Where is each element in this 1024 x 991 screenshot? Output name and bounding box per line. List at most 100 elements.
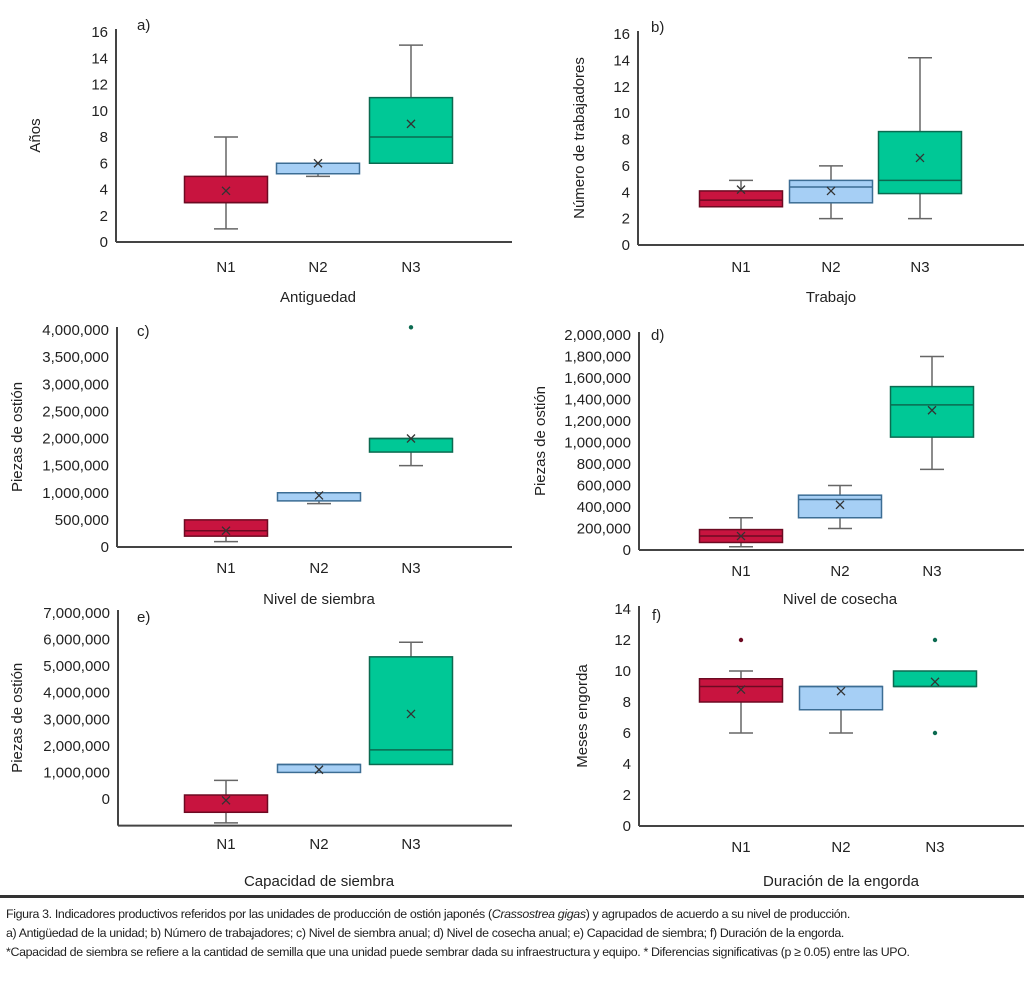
mean-marker	[221, 526, 231, 536]
y-tick-label: 1,200,000	[564, 413, 631, 430]
iqr-box	[889, 385, 975, 438]
box-n1	[183, 519, 269, 543]
y-tick-label: 0	[623, 818, 631, 835]
mean-marker	[314, 765, 324, 775]
mean-marker	[826, 186, 836, 196]
caption-text: Indicadores productivos referidos por la…	[51, 907, 492, 921]
panel-label: f)	[652, 607, 661, 624]
mean-marker	[915, 153, 925, 163]
y-tick-label: 1,000,000	[42, 485, 109, 502]
y-tick-label: 12	[91, 77, 108, 94]
mean-marker	[221, 186, 231, 196]
x-tick-label-n3: N3	[922, 563, 941, 580]
mean-marker	[406, 434, 416, 443]
mean-marker	[927, 405, 937, 415]
y-axis-label: Piezas de ostión	[9, 663, 26, 773]
x-tick-label-n1: N1	[216, 836, 235, 853]
iqr-box	[877, 130, 963, 195]
y-tick-label: 2,000,000	[564, 327, 631, 344]
box-n3	[368, 325, 454, 467]
caption-line-2: a) Antigüedad de la unidad; b) Número de…	[6, 926, 845, 940]
outlier-point	[932, 730, 938, 736]
mean-marker	[930, 677, 940, 687]
y-tick-label: 8	[623, 694, 631, 711]
box-n1	[698, 517, 784, 548]
y-tick-label: 10	[91, 103, 108, 120]
y-tick-label: 0	[622, 237, 630, 254]
panel-d: 0 200,000 400,000 600,000 800,000 1,000,000 1,…	[532, 327, 1024, 608]
y-tick-label: 1,500,000	[42, 458, 109, 475]
y-tick-label: 1,000,000	[43, 764, 110, 781]
y-tick-label: 600,000	[577, 478, 631, 495]
y-axis-label: Años	[27, 118, 44, 152]
caption-line-3: *Capacidad de siembra se refiere a la ca…	[6, 945, 910, 959]
outlier-point	[738, 637, 744, 643]
y-tick-label: 1,000,000	[564, 435, 631, 452]
panel-a: 0 2 4 6 8 10 12 14 16 a) Años Antiguedad N1 N2 N3	[27, 17, 512, 306]
iqr-box	[368, 656, 454, 766]
panel-label: e)	[137, 609, 150, 626]
iqr-box	[368, 437, 454, 453]
x-tick-label-n1: N1	[731, 259, 750, 276]
outlier-point	[932, 637, 938, 643]
y-tick-label: 2	[622, 211, 630, 228]
species-name: Crassostrea gigas	[491, 907, 586, 921]
mean-marker	[406, 119, 416, 129]
y-axis-label: Piezas de ostión	[532, 386, 549, 496]
box-n1	[183, 136, 269, 230]
x-axis-label: Capacidad de siembra	[244, 873, 395, 890]
box-n3	[889, 355, 975, 471]
x-axis-label: Antiguedad	[280, 289, 356, 306]
mean-marker	[736, 685, 746, 695]
figure-boxplots: 0 2 4 6 8 10 12 14 16 a) Años Antiguedad N1 N2 N3 0 2 4 6 8…	[9, 17, 1024, 890]
y-tick-label: 1,400,000	[564, 392, 631, 409]
mean-marker	[314, 491, 324, 500]
y-tick-label: 14	[91, 50, 108, 67]
x-axis-label: Nivel de siembra	[263, 591, 375, 608]
box-n1	[183, 779, 269, 824]
panel-label: c)	[137, 323, 150, 340]
iqr-box	[892, 670, 978, 688]
panel-label: a)	[137, 17, 150, 34]
iqr-box	[183, 519, 269, 537]
x-axis-label: Trabajo	[806, 289, 856, 306]
y-tick-label: 0	[100, 234, 108, 251]
y-tick-label: 3,500,000	[42, 349, 109, 366]
y-tick-label: 200,000	[577, 521, 631, 538]
iqr-box	[183, 175, 269, 204]
panel-e: 0 1,000,000 2,000,000 3,000,000 4,000,000 5,0…	[9, 605, 512, 890]
x-tick-label-n1: N1	[216, 560, 235, 577]
x-tick-label-n3: N3	[401, 259, 420, 276]
mean-marker	[835, 500, 845, 510]
panel-c: 0 500,000 1,000,000 1,500,000 2,000,000 2,500…	[9, 322, 512, 608]
y-tick-label: 14	[613, 52, 630, 69]
x-tick-label-n2: N2	[308, 259, 327, 276]
y-tick-label: 500,000	[55, 512, 109, 529]
caption-divider	[0, 895, 1024, 898]
y-tick-label: 8	[622, 132, 630, 149]
box-n2	[275, 158, 361, 178]
x-tick-label-n1: N1	[731, 563, 750, 580]
iqr-box	[276, 763, 362, 774]
figure-caption: Figura 3. Indicadores productivos referi…	[6, 905, 1021, 962]
y-tick-label: 12	[613, 79, 630, 96]
y-tick-label: 14	[614, 601, 631, 618]
iqr-box	[275, 162, 361, 175]
y-tick-label: 12	[614, 632, 631, 649]
mean-marker	[736, 531, 746, 541]
y-tick-label: 1,800,000	[564, 349, 631, 366]
y-axis-label: Meses engorda	[574, 664, 591, 768]
panel-label: b)	[651, 19, 664, 36]
y-tick-label: 16	[91, 24, 108, 41]
x-tick-label-n2: N2	[309, 836, 328, 853]
box-n3	[877, 56, 963, 220]
outlier-point	[408, 325, 414, 330]
y-tick-label: 2,500,000	[42, 403, 109, 420]
caption-text: ) y agrupados de acuerdo a su nivel de p…	[585, 907, 851, 921]
y-tick-label: 2,000,000	[42, 431, 109, 448]
y-tick-label: 2,000,000	[43, 738, 110, 755]
y-tick-label: 4,000,000	[42, 322, 109, 339]
x-tick-label-n2: N2	[830, 563, 849, 580]
y-axis-label: Número de trabajadores	[571, 57, 588, 219]
x-tick-label-n3: N3	[925, 839, 944, 856]
